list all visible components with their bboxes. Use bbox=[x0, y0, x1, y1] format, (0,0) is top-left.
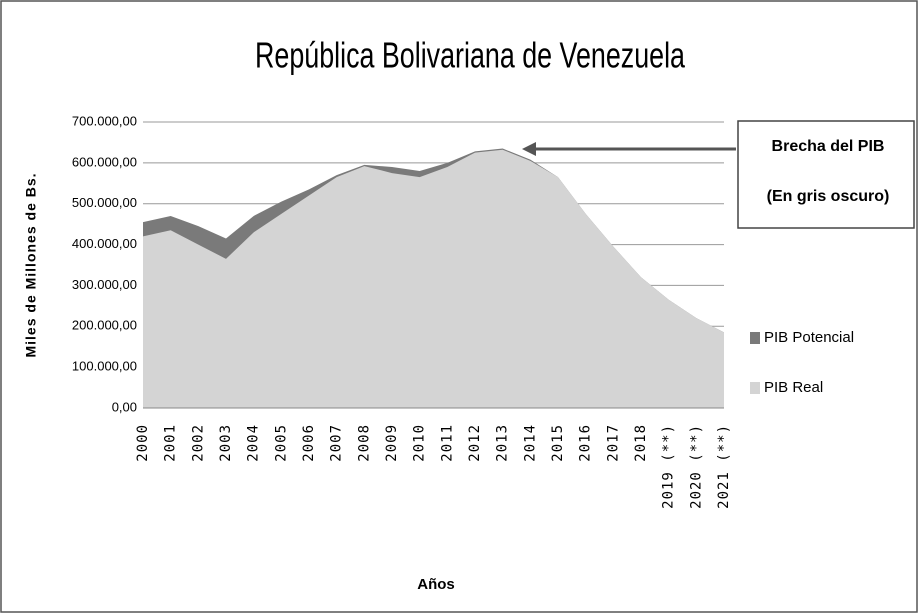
y-tick-label: 500.000,00 bbox=[72, 195, 137, 210]
x-tick-label: 2009 bbox=[384, 424, 400, 462]
x-tick-label: 2019 (**) bbox=[661, 424, 677, 509]
arrowhead bbox=[522, 142, 536, 156]
y-tick-label: 600.000,00 bbox=[72, 154, 137, 169]
x-tick-label: 2000 bbox=[135, 424, 151, 462]
x-tick-label: 2014 bbox=[522, 424, 538, 462]
x-tick-label: 2002 bbox=[190, 424, 206, 462]
x-tick-label: 2001 bbox=[163, 424, 179, 462]
annotation: (En gris oscuro) bbox=[767, 188, 890, 205]
x-tick-label: 2004 bbox=[246, 424, 262, 462]
annotation-box bbox=[737, 120, 915, 229]
area bbox=[143, 149, 724, 409]
annotation: Brecha del PIB bbox=[772, 138, 885, 155]
x-axis-title: Años bbox=[417, 576, 455, 593]
x-tick-label: 2010 bbox=[412, 424, 428, 462]
legend-label: PIB Potencial bbox=[764, 329, 854, 346]
y-tick-label: 400.000,00 bbox=[72, 236, 137, 251]
y-tick-label: 100.000,00 bbox=[72, 359, 137, 374]
x-tick-label: 2011 bbox=[439, 424, 455, 462]
x-tick-label: 2021 (**) bbox=[716, 424, 732, 509]
x-tick-label: 2008 bbox=[356, 424, 372, 462]
x-tick-label: 2012 bbox=[467, 424, 483, 462]
x-tick-label: 2020 (**) bbox=[688, 424, 704, 509]
x-tick-label: 2006 bbox=[301, 424, 317, 462]
x-tick-label: 2007 bbox=[329, 424, 345, 462]
x-tick-label: 2005 bbox=[273, 424, 289, 462]
legend-swatch bbox=[750, 332, 760, 344]
y-axis-title: Miles de Millones de Bs. bbox=[23, 172, 39, 357]
x-tick-label: 2013 bbox=[495, 424, 511, 462]
legend-swatch bbox=[750, 382, 760, 394]
y-tick-label: 300.000,00 bbox=[72, 277, 137, 292]
y-tick-label: 0,00 bbox=[112, 399, 137, 414]
x-tick-label: 2016 bbox=[578, 424, 594, 462]
legend-label: PIB Real bbox=[764, 379, 823, 396]
x-tick-label: 2017 bbox=[605, 424, 621, 462]
chart-title: República Bolivariana de Venezuela bbox=[255, 35, 686, 76]
x-tick-label: 2003 bbox=[218, 424, 234, 462]
x-tick-label: 2015 bbox=[550, 424, 566, 462]
y-tick-label: 700.000,00 bbox=[72, 113, 137, 128]
y-tick-label: 200.000,00 bbox=[72, 318, 137, 333]
x-tick-label: 2018 bbox=[633, 424, 649, 462]
